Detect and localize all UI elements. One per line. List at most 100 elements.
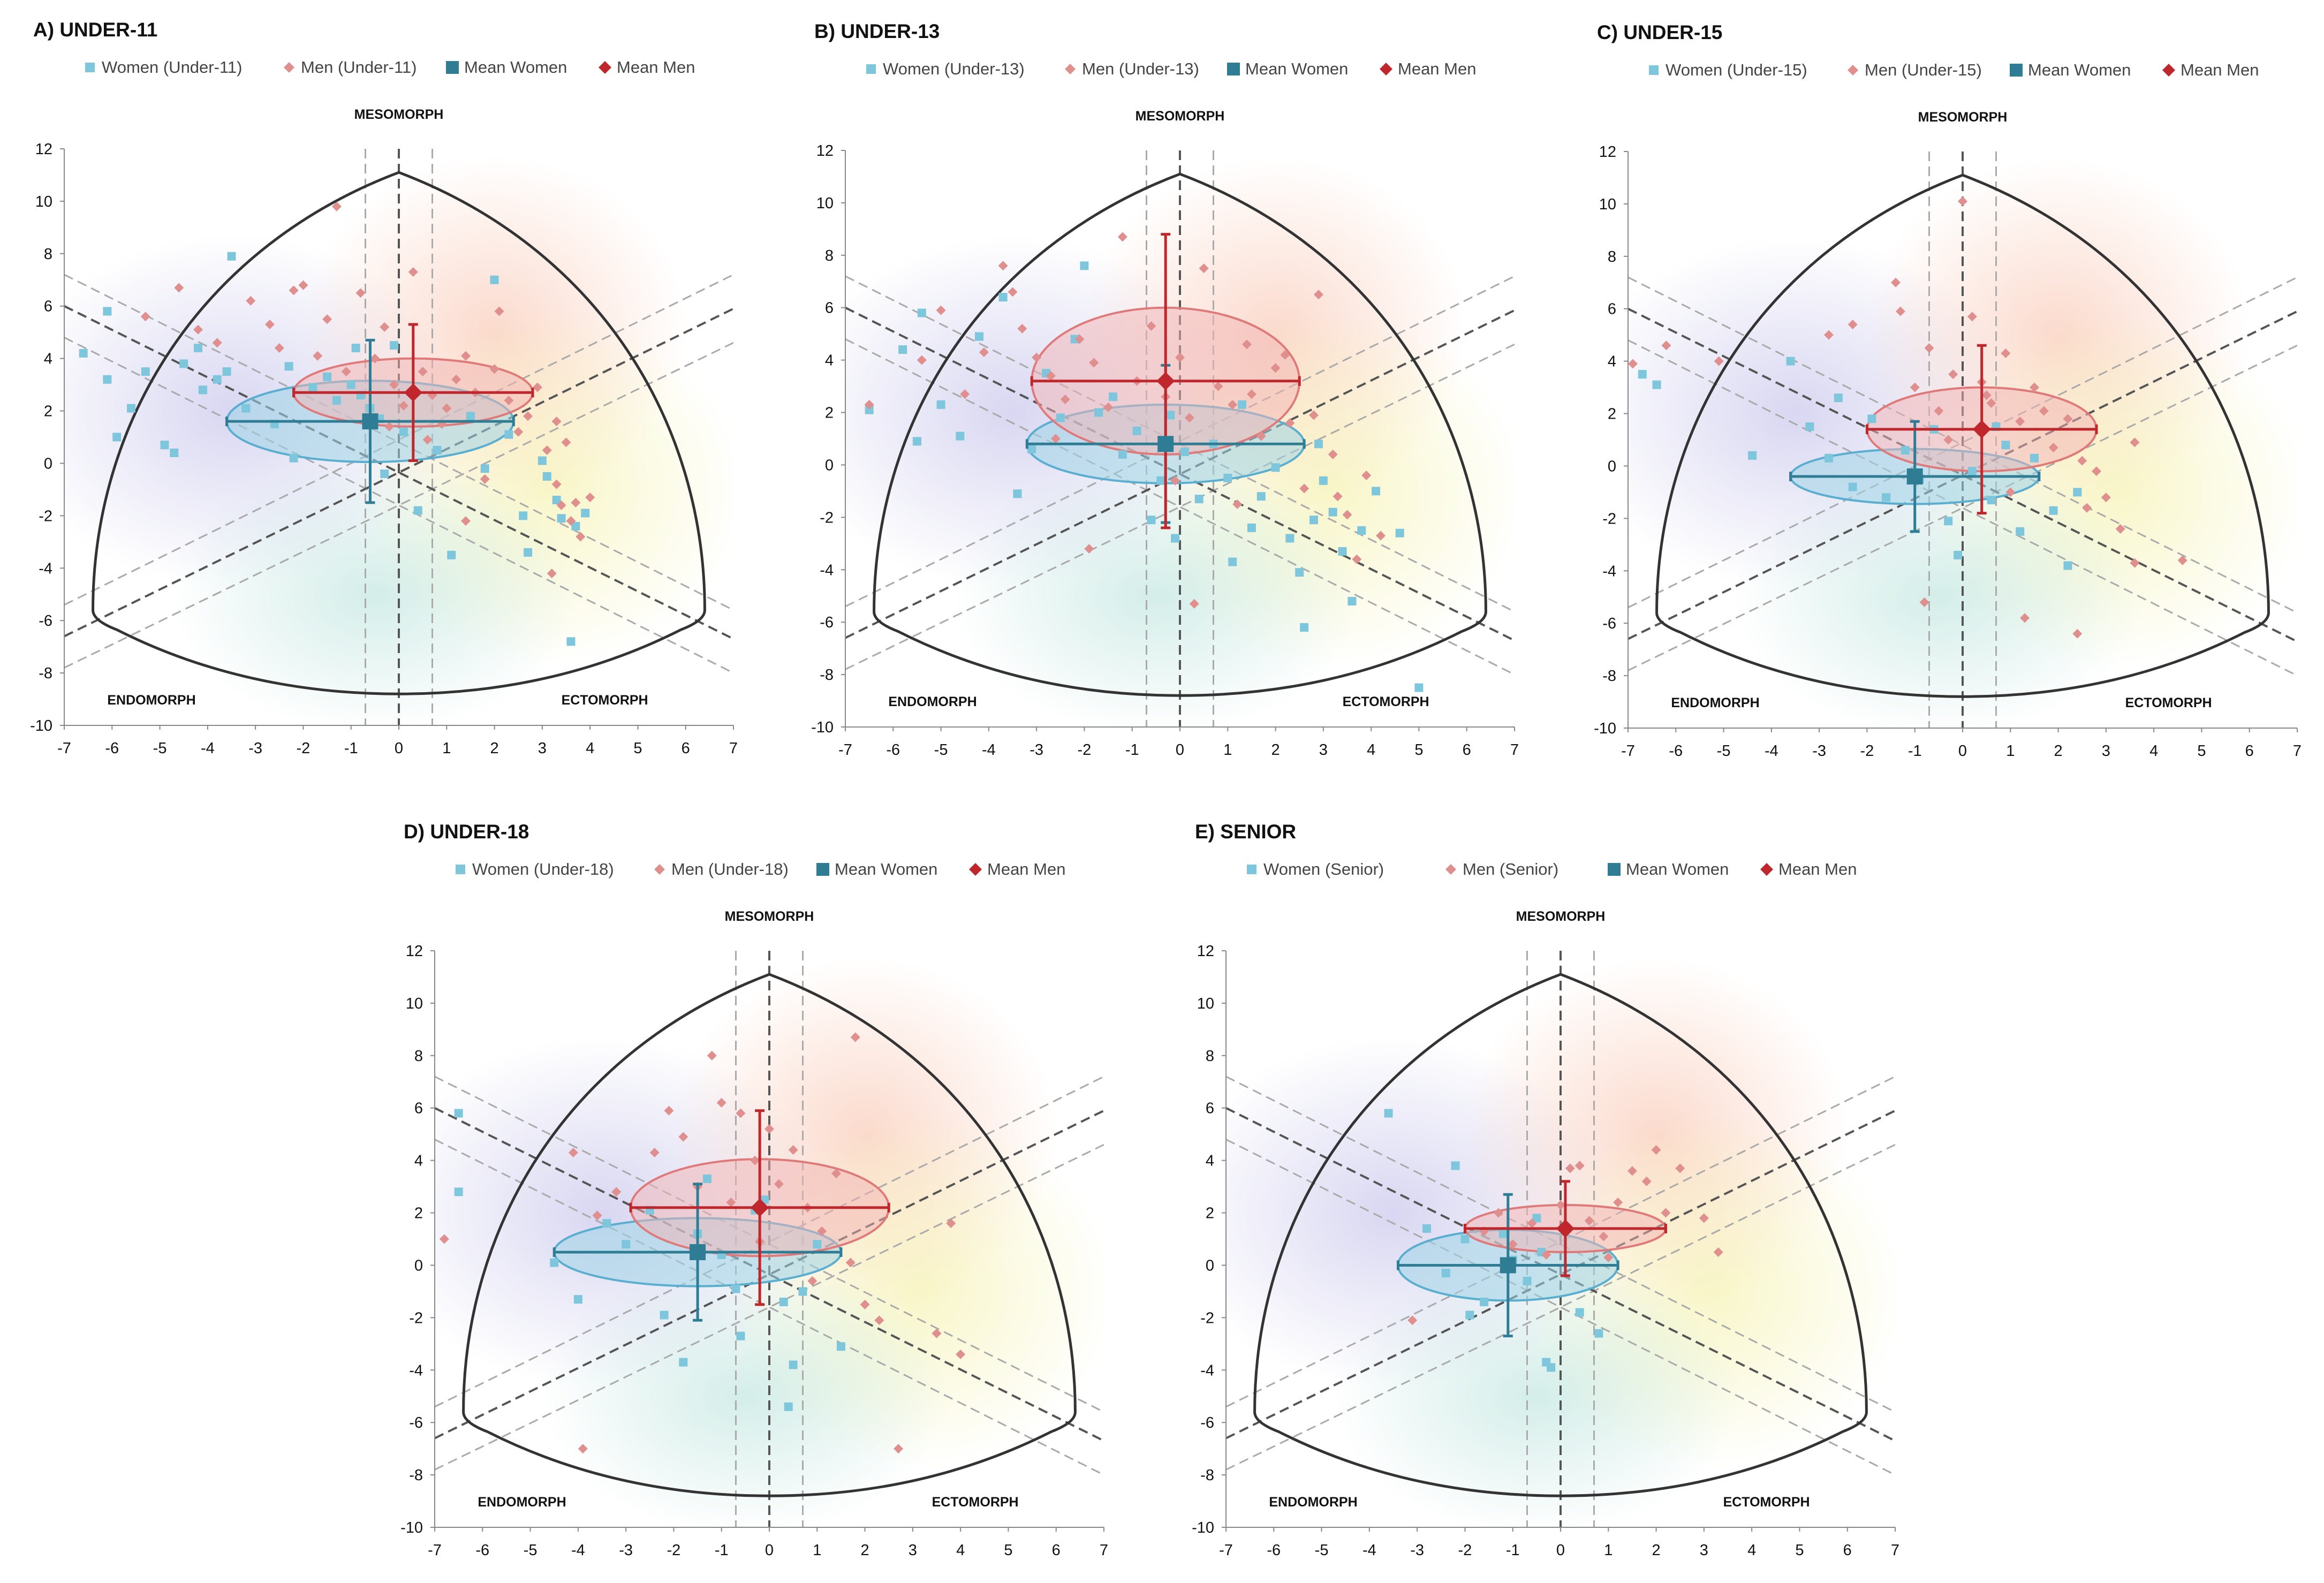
men-point [1184,413,1194,423]
legend-item-mean-women[interactable]: Mean Women [1227,59,1348,78]
legend-item-men[interactable]: Men (Under-11) [284,58,417,77]
men-point [1958,196,1967,207]
legend-item-women[interactable]: Women (Under-15) [1649,60,1807,79]
y-tick-label: 6 [825,300,834,317]
x-tick-label: -4 [1362,1542,1376,1559]
women-point [1094,408,1103,417]
men-point [817,1226,827,1236]
women-point [1465,1311,1474,1320]
women-point [898,345,907,354]
x-tick-label: 1 [442,740,451,757]
legend-marker [1649,65,1659,75]
legend-marker [1227,63,1240,75]
x-tick-label: 6 [682,740,690,757]
women-point [1954,550,1963,559]
women-point [1156,476,1165,485]
women-point [1867,414,1876,423]
men-point [1661,340,1671,351]
legend-item-mean-men[interactable]: Mean Men [1760,860,1857,878]
endomorph-label: ENDOMORPH [1269,1495,1357,1510]
legend-item-mean-men[interactable]: Mean Men [969,860,1065,878]
legend-item-men[interactable]: Men (Under-18) [654,860,789,878]
guide-line-light [64,274,733,606]
y-tick-label: 12 [406,943,423,960]
y-tick-label: -6 [1200,1414,1214,1431]
men-point [2029,382,2039,392]
y-tick-label: 4 [414,1153,423,1170]
legend-item-mean-women[interactable]: Mean Women [816,860,937,878]
women-point [380,469,389,479]
women-point [351,344,360,353]
women-point [1295,568,1304,577]
legend-item-women[interactable]: Women (Under-11) [85,58,242,77]
lower-glow [952,457,1360,727]
legend-marker [1247,865,1256,874]
women-point [2016,527,2025,536]
legend: Women (Under-15) Men (Under-15) Mean Wom… [1649,60,2259,79]
y-tick-label: -2 [39,508,52,525]
women-point [1256,492,1266,501]
men-point [1170,475,1180,486]
x-tick-label: -1 [1125,741,1139,759]
men-point [1032,352,1042,362]
y-tick-label: -4 [820,562,834,579]
legend-item-mean-women[interactable]: Mean Women [1608,860,1729,878]
legend-item-mean-men[interactable]: Mean Men [599,58,695,77]
legend-item-mean-women[interactable]: Mean Women [446,58,567,77]
y-tick-label: -8 [1602,668,1616,685]
women-point [1901,446,1910,455]
legend-item-women[interactable]: Women (Under-13) [866,59,1025,78]
women-point [127,404,135,413]
men-point [960,389,970,399]
men-point [592,1210,602,1221]
y-tick-label: 10 [816,195,834,212]
women-point [413,506,422,515]
men-point [736,1108,746,1118]
men-point [451,374,461,384]
men-point [439,1234,449,1244]
legend-item-women[interactable]: Women (Senior) [1247,860,1384,878]
men-point [1603,1252,1614,1262]
mean-men-marker [1972,420,1991,438]
men-point [649,1147,660,1157]
legend-item-men[interactable]: Men (Under-15) [1848,60,1982,79]
svg-text:Mean Men: Mean Men [2181,60,2259,79]
men-point [1848,320,1858,330]
legend-item-mean-men[interactable]: Mean Men [1380,59,1476,78]
legend-item-mean-women[interactable]: Mean Women [2010,60,2131,79]
y-tick-label: 6 [414,1100,423,1117]
x-tick-label: 7 [1510,741,1519,759]
y-tick-label: 0 [44,455,52,472]
guide-line-light [1628,276,2297,609]
women-point [798,1287,807,1296]
y-tick-label: 2 [44,403,52,420]
x-tick-label: 5 [1414,741,1423,759]
ectomorph-label: ECTOMORPH [2125,695,2212,710]
x-tick-label: -5 [934,741,948,759]
x-tick-label: -6 [105,740,119,757]
legend-item-men[interactable]: Men (Senior) [1445,860,1558,878]
men-point [1050,434,1061,444]
men-point [1651,1145,1661,1155]
y-tick-label: 10 [35,193,52,210]
men-point [1527,1218,1537,1229]
x-tick-label: -3 [1029,741,1043,759]
guide-line-light [1628,339,2297,677]
legend-item-men[interactable]: Men (Under-13) [1065,59,1199,78]
guide-line-dark [64,307,733,638]
men-point [523,411,533,421]
legend-item-mean-men[interactable]: Mean Men [2162,60,2259,79]
x-tick-label: 0 [395,740,403,757]
x-tick-label: 4 [1367,741,1375,759]
guide-line-light [845,275,1515,608]
legend-item-women[interactable]: Women (Under-18) [456,860,614,878]
svg-text:Men (Senior): Men (Senior) [1463,860,1558,878]
svg-text:Mean Women: Mean Women [464,58,567,77]
panel-title: A) UNDER-11 [33,19,157,41]
men-point [578,1444,588,1454]
guide-line-dark [435,1109,1104,1440]
y-tick-label: 8 [1608,248,1616,266]
